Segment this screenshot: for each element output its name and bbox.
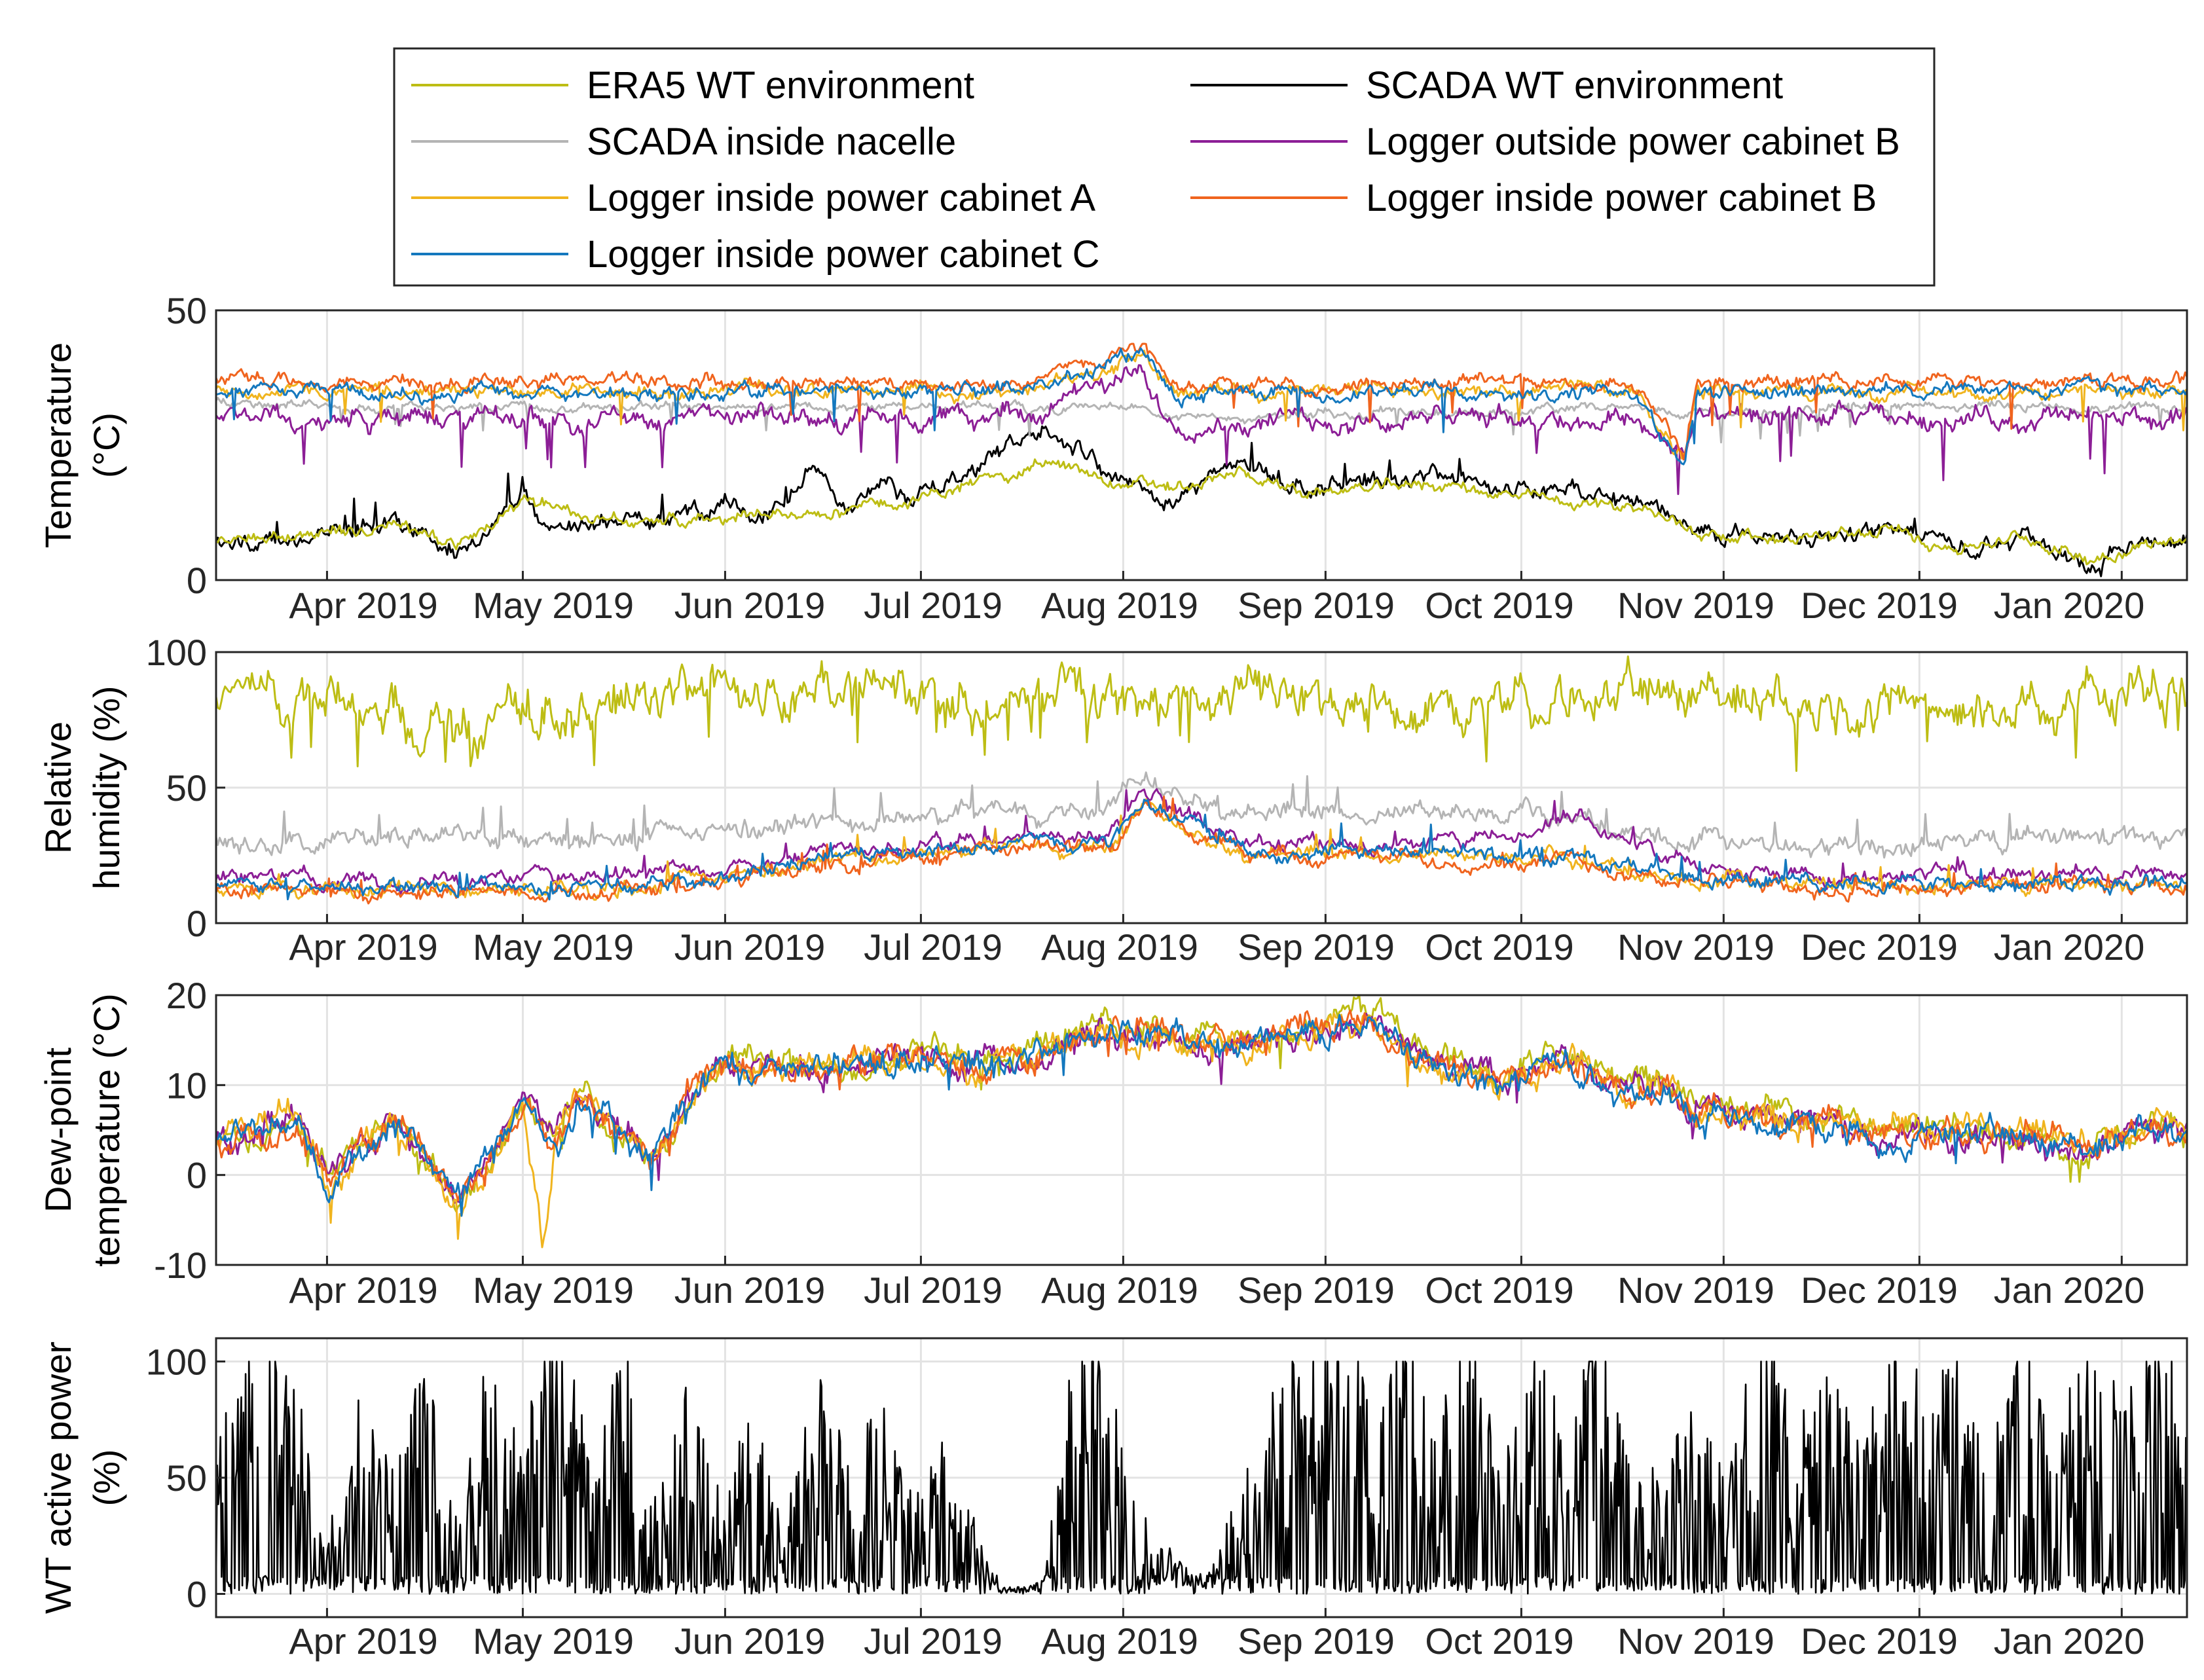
x-tick-label: Oct 2019 <box>1425 585 1573 626</box>
series-line-logger-inside-power-cabinet-b <box>216 1009 2187 1201</box>
legend-label-logger-inside-power-cabinet-a: Logger inside power cabinet A <box>587 177 1095 219</box>
x-tick-label: May 2019 <box>473 1620 634 1662</box>
x-tick-label: Aug 2019 <box>1041 926 1198 968</box>
axes-frame <box>215 309 2188 581</box>
x-tick-label: Aug 2019 <box>1041 1620 1198 1662</box>
x-tick-label: Nov 2019 <box>1617 926 1774 968</box>
x-tick-label: Jun 2019 <box>674 1269 825 1311</box>
series-line-logger-inside-power-cabinet-b <box>216 795 2187 905</box>
x-tick-label: May 2019 <box>473 926 634 968</box>
series-line-logger-inside-power-cabinet-a <box>216 1012 2187 1249</box>
y-tick-label: 0 <box>187 560 207 601</box>
series-line-logger-inside-power-cabinet-b <box>216 342 2187 461</box>
active-power-panel: 0 50 100 Apr 2019 May 2019 Jun 2019 Jul 2019 Au… <box>37 1337 2188 1662</box>
x-tick-label: Dec 2019 <box>1801 926 1958 968</box>
x-tick-label: Aug 2019 <box>1041 585 1198 626</box>
series-line-logger-inside-power-cabinet-c <box>216 798 2187 901</box>
x-tick-label: Jan 2020 <box>1994 585 2144 626</box>
y-tick-label: -10 <box>154 1245 207 1286</box>
x-tick-label: Jun 2019 <box>674 1620 825 1662</box>
y-axis-label: Relative <box>37 721 79 854</box>
y-tick-label: 10 <box>166 1065 207 1106</box>
series-line-wt-active-power <box>216 1360 2187 1595</box>
x-tick-label: Apr 2019 <box>289 1269 437 1311</box>
x-tick-label: Oct 2019 <box>1425 1269 1573 1311</box>
series-line-logger-inside-power-cabinet-c <box>216 347 2187 466</box>
x-tick-label: Aug 2019 <box>1041 1269 1198 1311</box>
series-line-era5-wt-environment <box>216 655 2187 772</box>
legend-label-scada-wt-environment: SCADA WT environment <box>1366 64 1783 107</box>
y-axis-label: Temperature <box>37 342 79 548</box>
y-axis-label: (%) <box>86 1449 127 1506</box>
x-tick-label: Dec 2019 <box>1801 1620 1958 1662</box>
x-tick-label: Apr 2019 <box>289 1620 437 1662</box>
y-tick-label: 0 <box>187 1574 207 1615</box>
x-tick-label: Jul 2019 <box>864 1269 1002 1311</box>
x-tick-label: Nov 2019 <box>1617 1269 1774 1311</box>
x-tick-label: Sep 2019 <box>1238 926 1395 968</box>
legend-label-logger-outside-power-cabinet-b: Logger outside power cabinet B <box>1366 120 1900 163</box>
series-group <box>216 1360 2187 1595</box>
y-axis-label: humidity (%) <box>86 685 127 889</box>
y-axis-label: Dew-point <box>37 1048 79 1213</box>
x-tick-label: Jul 2019 <box>864 585 1002 626</box>
x-tick-label: Sep 2019 <box>1238 1620 1395 1662</box>
y-tick-label: 20 <box>166 975 207 1016</box>
series-line-scada-inside-nacelle <box>216 771 2187 859</box>
axes-frame <box>215 994 2188 1266</box>
x-tick-label: Oct 2019 <box>1425 926 1573 968</box>
y-axis-label: WT active power <box>37 1342 79 1614</box>
series-line-logger-inside-power-cabinet-c <box>216 1013 2187 1217</box>
series-line-era5-wt-environment <box>216 458 2187 566</box>
series-group <box>216 342 2187 577</box>
series-group <box>216 655 2187 905</box>
y-tick-label: 0 <box>187 903 207 944</box>
x-tick-label: Apr 2019 <box>289 585 437 626</box>
legend-label-logger-inside-power-cabinet-c: Logger inside power cabinet C <box>587 233 1099 276</box>
y-axis-label: temperature (°C) <box>86 993 127 1267</box>
x-tick-label: Jan 2020 <box>1994 1269 2144 1311</box>
x-tick-label: Jun 2019 <box>674 926 825 968</box>
y-tick-label: 50 <box>166 767 207 809</box>
series-line-scada-wt-environment <box>216 425 2187 577</box>
legend-label-scada-inside-nacelle: SCADA inside nacelle <box>587 120 956 163</box>
legend-box <box>393 47 1936 287</box>
x-tick-label: Jun 2019 <box>674 585 825 626</box>
x-tick-label: Oct 2019 <box>1425 1620 1573 1662</box>
legend: ERA5 WT environment SCADA WT environment S… <box>393 47 1936 287</box>
temperature-panel: 0 50 Apr 2019 May 2019 Jun 2019 Jul 2019 Aug 2… <box>37 290 2188 626</box>
x-tick-label: May 2019 <box>473 585 634 626</box>
x-tick-label: Jan 2020 <box>1994 1620 2144 1662</box>
x-tick-label: Sep 2019 <box>1238 1269 1395 1311</box>
y-tick-label: 100 <box>146 1342 207 1383</box>
x-tick-label: Nov 2019 <box>1617 1620 1774 1662</box>
y-tick-label: 50 <box>166 1457 207 1499</box>
series-line-logger-inside-power-cabinet-a <box>216 798 2187 901</box>
x-tick-label: Apr 2019 <box>289 926 437 968</box>
legend-label-logger-inside-power-cabinet-b: Logger inside power cabinet B <box>1366 177 1877 219</box>
y-tick-label: 50 <box>166 290 207 331</box>
y-tick-label: 100 <box>146 632 207 673</box>
x-tick-label: Jan 2020 <box>1994 926 2144 968</box>
dew-point-panel: -10 0 10 20 Apr 2019 May 2019 Jun 2019 Jul 2019… <box>37 975 2188 1311</box>
y-tick-label: 0 <box>187 1155 207 1196</box>
x-tick-label: Dec 2019 <box>1801 585 1958 626</box>
x-tick-label: May 2019 <box>473 1269 634 1311</box>
plot-area <box>216 310 2187 580</box>
x-tick-label: Jul 2019 <box>864 926 1002 968</box>
y-axis-label: (°C) <box>86 412 127 478</box>
x-tick-label: Sep 2019 <box>1238 585 1395 626</box>
series-group <box>216 995 2187 1249</box>
series-line-logger-outside-power-cabinet-b <box>216 364 2187 496</box>
x-tick-label: Jul 2019 <box>864 1620 1002 1662</box>
humidity-panel: 0 50 100 Apr 2019 May 2019 Jun 2019 Jul 2019 Au… <box>37 632 2188 968</box>
legend-label-era5-wt-environment: ERA5 WT environment <box>587 64 974 107</box>
series-line-scada-inside-nacelle <box>216 397 2187 444</box>
x-tick-label: Nov 2019 <box>1617 585 1774 626</box>
x-tick-label: Dec 2019 <box>1801 1269 1958 1311</box>
